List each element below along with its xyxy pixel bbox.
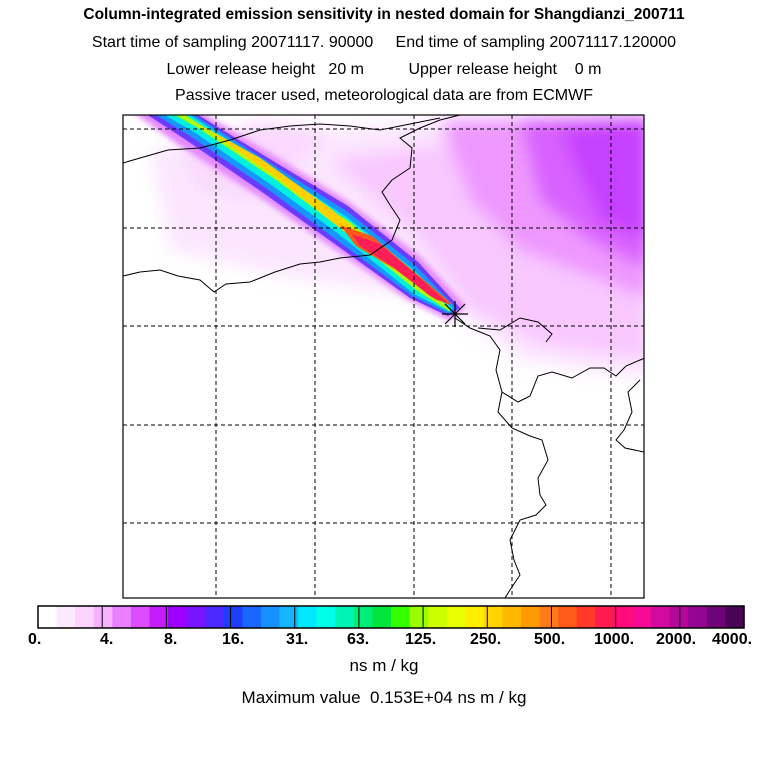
max-value: 0.153E+04 xyxy=(370,688,453,707)
colorbar-swatch xyxy=(93,606,113,628)
colorbar-swatch xyxy=(465,606,485,628)
colorbar-swatch xyxy=(446,606,466,628)
colorbar-swatch xyxy=(149,606,169,628)
colorbar-swatch xyxy=(316,606,336,628)
colorbar-tick-label: 4000. xyxy=(712,631,752,648)
coastlines xyxy=(123,115,644,598)
sampling-time-line: Start time of sampling 20071117. 90000 E… xyxy=(0,34,768,52)
sensitivity-field xyxy=(123,115,644,598)
upper-height-label: Upper release height xyxy=(408,61,557,78)
colorbar-tick-label: 250. xyxy=(470,631,501,648)
colorbar-swatch xyxy=(651,606,671,628)
colorbar-swatch xyxy=(75,606,95,628)
start-time-label: Start time of sampling xyxy=(91,34,247,51)
colorbar xyxy=(38,606,745,628)
colorbar-swatch xyxy=(428,606,448,628)
lower-height-label: Lower release height xyxy=(166,61,316,78)
colorbar-tick-label: 4. xyxy=(100,631,113,648)
colorbar-swatch xyxy=(168,606,188,628)
colorbar-swatch xyxy=(242,606,262,628)
max-value-unit: ns m / kg xyxy=(457,688,527,707)
colorbar-tick-labels: 0. 4. 8. 16. 31. 63. 125. 250. 500. 1000… xyxy=(28,631,752,648)
colorbar-swatch xyxy=(669,606,689,628)
map-frame xyxy=(122,114,645,599)
upper-height-value: 0 m xyxy=(574,61,602,78)
start-time-value: 20071117. 90000 xyxy=(251,34,374,51)
colorbar-tick-label: 2000. xyxy=(656,631,696,648)
colorbar-swatch xyxy=(632,606,652,628)
colorbar-swatch xyxy=(483,606,504,628)
coastline-bay xyxy=(477,317,553,343)
colorbar-swatch xyxy=(539,606,559,628)
colorbar-unit: ns m / kg xyxy=(349,656,419,675)
colorbar-tick-label: 0. xyxy=(28,631,41,648)
colorbar-swatch xyxy=(205,606,225,628)
colorbar-swatch xyxy=(725,606,745,628)
colorbar-swatch xyxy=(372,606,392,628)
release-height-line: Lower release height 20 m Upper release … xyxy=(0,61,768,79)
coastline-bohai xyxy=(454,317,644,403)
colorbar-swatch xyxy=(521,606,541,628)
colorbar-tick-label: 31. xyxy=(286,631,308,648)
colorbar-swatch xyxy=(502,606,522,628)
colorbar-swatch xyxy=(558,606,578,628)
coastline-peninsula xyxy=(615,379,644,453)
colorbar-swatch xyxy=(353,606,374,628)
colorbar-swatch xyxy=(688,606,708,628)
max-value-label: Maximum value xyxy=(241,688,361,707)
colorbar-swatch xyxy=(576,606,596,628)
colorbar-swatch xyxy=(38,606,58,628)
chart-title: Column-integrated emission sensitivity i… xyxy=(83,6,685,23)
colorbar-swatch xyxy=(260,606,281,628)
colorbar-swatch xyxy=(223,606,243,628)
colorbar-tick-label: 63. xyxy=(347,631,369,648)
colorbar-swatch xyxy=(335,606,355,628)
colorbar-tick-label: 1000. xyxy=(594,631,634,648)
colorbar-swatch xyxy=(409,606,429,628)
maximum-value-line: Maximum value 0.153E+04 ns m / kg xyxy=(0,688,768,708)
colorbar-tick-label: 16. xyxy=(222,631,244,648)
colorbar-swatch xyxy=(56,606,76,628)
colorbar-swatch xyxy=(186,606,206,628)
colorbar-swatch xyxy=(613,606,634,628)
lat-lon-grid xyxy=(123,115,644,598)
plume xyxy=(136,115,466,321)
colorbar-tick-label: 125. xyxy=(405,631,436,648)
colorbar-swatch xyxy=(279,606,299,628)
lower-height-value: 20 m xyxy=(328,61,364,78)
colorbar-swatch xyxy=(298,606,318,628)
colorbar-swatch xyxy=(391,606,411,628)
colorbar-swatch xyxy=(706,606,727,628)
site-marker xyxy=(442,301,468,327)
coastline-east xyxy=(497,391,549,598)
border-line xyxy=(123,115,461,293)
colorbar-frame xyxy=(37,605,745,629)
colorbar-swatch xyxy=(130,606,151,628)
colorbar-swatch xyxy=(112,606,132,628)
tracer-note: Passive tracer used, meteorological data… xyxy=(175,87,593,104)
colorbar-swatch xyxy=(595,606,615,628)
end-time-label: End time of sampling xyxy=(395,34,545,51)
colorbar-tick-label: 500. xyxy=(534,631,565,648)
colorbar-tick-label: 8. xyxy=(164,631,177,648)
end-time-value: 20071117.120000 xyxy=(549,34,677,51)
